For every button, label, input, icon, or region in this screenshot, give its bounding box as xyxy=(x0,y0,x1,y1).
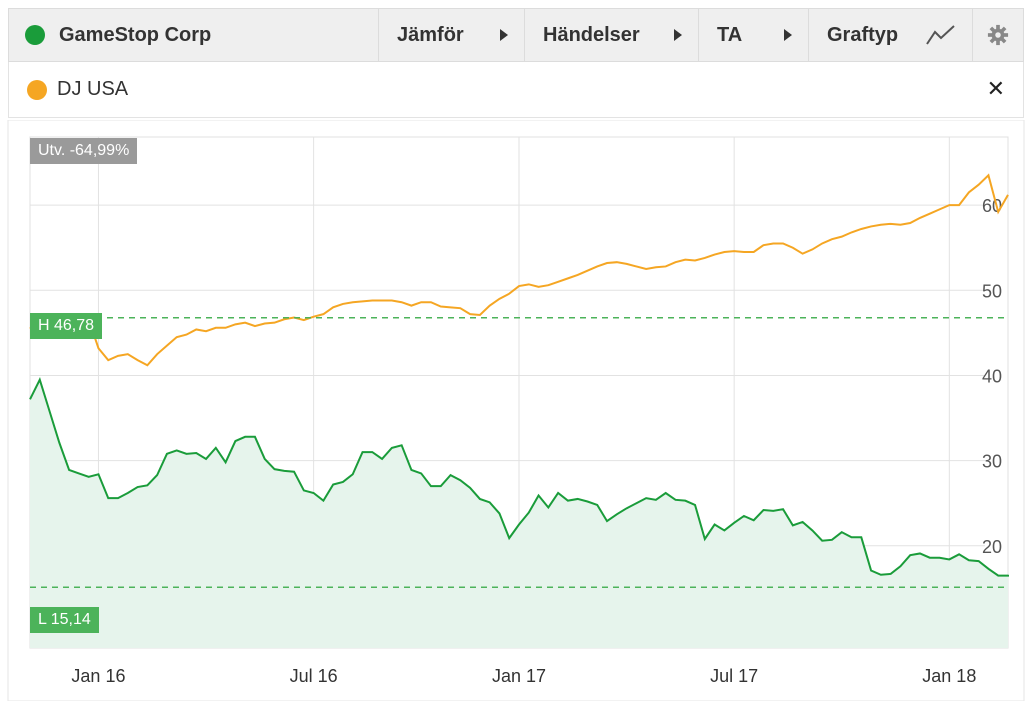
low-badge: L 15,14 xyxy=(30,607,99,633)
change-badge: Utv. -64,99% xyxy=(30,138,138,164)
chart-type-button[interactable]: Graftyp xyxy=(809,9,973,61)
x-tick-label: Jan 17 xyxy=(492,666,546,686)
comparison-legend: DJ USA ✕ xyxy=(8,62,1024,118)
instrument-selector[interactable]: GameStop Corp xyxy=(9,9,379,61)
compare-button[interactable]: Jämför xyxy=(379,9,525,61)
ta-button[interactable]: TA xyxy=(699,9,809,61)
y-tick-label: 20 xyxy=(982,537,1002,557)
y-tick-label: 30 xyxy=(982,452,1002,472)
caret-right-icon xyxy=(500,29,508,41)
y-tick-label: 40 xyxy=(982,366,1002,386)
compare-label: Jämför xyxy=(397,23,464,46)
dj-usa-line xyxy=(29,173,1009,367)
chart-toolbar: GameStop Corp Jämför Händelser TA Grafty… xyxy=(8,8,1024,62)
caret-right-icon xyxy=(674,29,682,41)
x-tick-label: Jul 17 xyxy=(710,666,758,686)
gamestop-line xyxy=(29,377,1009,577)
chart-frame xyxy=(7,120,1025,701)
chart-type-label: Graftyp xyxy=(827,23,899,46)
gear-icon xyxy=(987,24,1009,46)
close-icon[interactable]: ✕ xyxy=(986,76,1005,101)
high-badge: H 46,78 xyxy=(30,313,103,339)
instrument-color-dot xyxy=(25,25,45,45)
x-tick-label: Jan 18 xyxy=(922,666,976,686)
y-tick-label: 50 xyxy=(982,281,1002,301)
x-tick-label: Jul 16 xyxy=(290,666,338,686)
instrument-name: GameStop Corp xyxy=(59,23,212,46)
settings-button[interactable] xyxy=(973,9,1023,61)
comparison-name: DJ USA xyxy=(57,78,129,100)
line-chart-icon xyxy=(926,25,955,45)
ta-label: TA xyxy=(717,23,743,46)
events-button[interactable]: Händelser xyxy=(525,9,699,61)
y-tick-label: 60 xyxy=(982,196,1002,216)
x-tick-label: Jan 16 xyxy=(71,666,125,686)
gamestop-area xyxy=(30,379,1008,648)
comparison-color-dot xyxy=(27,79,47,100)
caret-right-icon xyxy=(784,29,792,41)
events-label: Händelser xyxy=(543,23,640,46)
